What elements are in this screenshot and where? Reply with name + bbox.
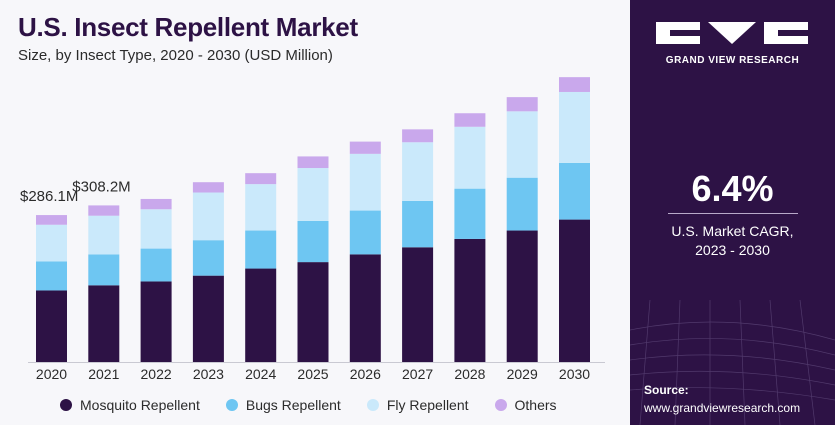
bar-segment-2023-fly-repellent [192, 192, 224, 241]
x-tick-label-2026: 2026 [350, 366, 381, 382]
bar-segment-2022-mosquito-repellent [140, 281, 172, 362]
bar-segment-2021-bugs-repellent [88, 254, 120, 286]
chart-title: U.S. Insect Repellent Market [18, 12, 358, 42]
bar-segment-2026-others [349, 141, 381, 154]
legend-label-others: Others [514, 397, 557, 413]
bar-segment-2024-bugs-repellent [245, 230, 277, 269]
cagr-value: 6.4% [691, 168, 774, 209]
bar-segment-2024-fly-repellent [245, 184, 277, 231]
bar-segment-2025-bugs-repellent [297, 220, 329, 263]
bar-segment-2027-bugs-repellent [402, 200, 434, 248]
bar-segment-2025-fly-repellent [297, 168, 329, 221]
bar-segment-2024-others [245, 173, 277, 185]
logo-text: GRAND VIEW RESEARCH [665, 55, 800, 66]
summary-sidebar: GRAND VIEW RESEARCH 6.4% U.S. Market CAG… [630, 0, 835, 425]
x-tick-label-2021: 2021 [88, 366, 119, 382]
bar-segment-2028-mosquito-repellent [454, 238, 486, 362]
bar-segment-2020-fly-repellent [36, 224, 67, 262]
cagr-label-line2: 2023 - 2030 [695, 242, 770, 258]
x-tick-label-2024: 2024 [245, 366, 276, 382]
data-label-2021: $308.2M [72, 178, 130, 195]
bar-segment-2025-others [297, 156, 329, 169]
legend-label-fly: Fly Repellent [386, 397, 469, 413]
x-tick-label-2028: 2028 [454, 366, 485, 382]
chart-legend: Mosquito Repellent Bugs Repellent Fly Re… [60, 397, 583, 413]
legend-label-mosquito: Mosquito Repellent [80, 397, 200, 413]
bar-segment-2028-fly-repellent [454, 126, 486, 189]
bar-segment-2030-bugs-repellent [559, 162, 590, 220]
cagr-label-line1: U.S. Market CAGR, [671, 223, 794, 239]
x-tick-label-2027: 2027 [402, 366, 433, 382]
bar-segment-2027-fly-repellent [402, 142, 434, 201]
legend-dot-mosquito [60, 399, 72, 411]
cagr-label: U.S. Market CAGR, 2023 - 2030 [630, 222, 835, 260]
bar-segment-2028-others [454, 113, 486, 127]
legend-item-bugs: Bugs Repellent [225, 397, 341, 413]
bar-segment-2029-mosquito-repellent [506, 230, 538, 362]
bar-segment-2021-others [88, 205, 120, 216]
legend-label-bugs: Bugs Repellent [245, 397, 341, 413]
bar-segment-2020-bugs-repellent [36, 261, 67, 291]
bar-segment-2029-bugs-repellent [506, 177, 538, 231]
stacked-bar-chart: 2020 2021 2022 2023 2024 2025 2026 2027 2028 2029… [20, 77, 605, 382]
legend-item-mosquito: Mosquito Repellent [60, 397, 200, 413]
x-tick-label-2025: 2025 [297, 366, 328, 382]
data-label-2020: $286.1M [20, 188, 78, 205]
x-tick-label-2020: 2020 [36, 366, 67, 382]
bar-segment-2028-bugs-repellent [454, 188, 486, 239]
bar-segment-2022-others [140, 198, 172, 210]
bar-segment-2020-others [36, 215, 67, 225]
bar-segment-2027-mosquito-repellent [402, 247, 434, 362]
bar-segment-2025-mosquito-repellent [297, 262, 329, 362]
legend-dot-fly [366, 399, 379, 411]
grand-view-research-logo [656, 22, 808, 44]
grid-decoration [630, 300, 835, 425]
bar-segment-2023-others [192, 182, 224, 193]
bar-segment-2023-mosquito-repellent [192, 275, 224, 362]
chart-panel: U.S. Insect Repellent Market Size, by In… [18, 12, 605, 413]
x-tick-label-2023: 2023 [193, 366, 224, 382]
x-tick-label-2029: 2029 [507, 366, 538, 382]
bar-segment-2021-mosquito-repellent [88, 285, 120, 362]
bar-segment-2029-others [506, 97, 538, 112]
bar-segment-2026-mosquito-repellent [349, 254, 381, 362]
bar-segment-2027-others [402, 129, 434, 143]
bar-segment-2030-fly-repellent [559, 91, 590, 163]
bar-segment-2030-mosquito-repellent [559, 219, 590, 362]
bar-segment-2030-others [559, 77, 590, 92]
bar-segment-2023-bugs-repellent [192, 240, 224, 276]
legend-dot-others [494, 399, 507, 411]
bar-segment-2024-mosquito-repellent [245, 268, 277, 362]
bar-segment-2026-fly-repellent [349, 153, 381, 211]
legend-item-fly: Fly Repellent [366, 397, 469, 413]
bar-segment-2021-fly-repellent [88, 215, 120, 255]
legend-dot-bugs [225, 399, 238, 411]
bar-segment-2029-fly-repellent [506, 111, 538, 178]
cagr-divider [668, 213, 798, 214]
legend-item-others: Others [494, 397, 557, 413]
source-url[interactable]: www.grandviewresearch.com [644, 401, 801, 415]
bar-segment-2020-mosquito-repellent [36, 290, 67, 362]
bar-segment-2026-bugs-repellent [349, 210, 381, 255]
x-tick-label-2022: 2022 [141, 366, 172, 382]
chart-subtitle: Size, by Insect Type, 2020 - 2030 (USD M… [18, 47, 333, 64]
x-tick-label-2030: 2030 [559, 366, 590, 382]
bar-segment-2022-bugs-repellent [140, 248, 172, 282]
bar-segment-2022-fly-repellent [140, 209, 172, 249]
source-label: Source: [644, 383, 689, 397]
